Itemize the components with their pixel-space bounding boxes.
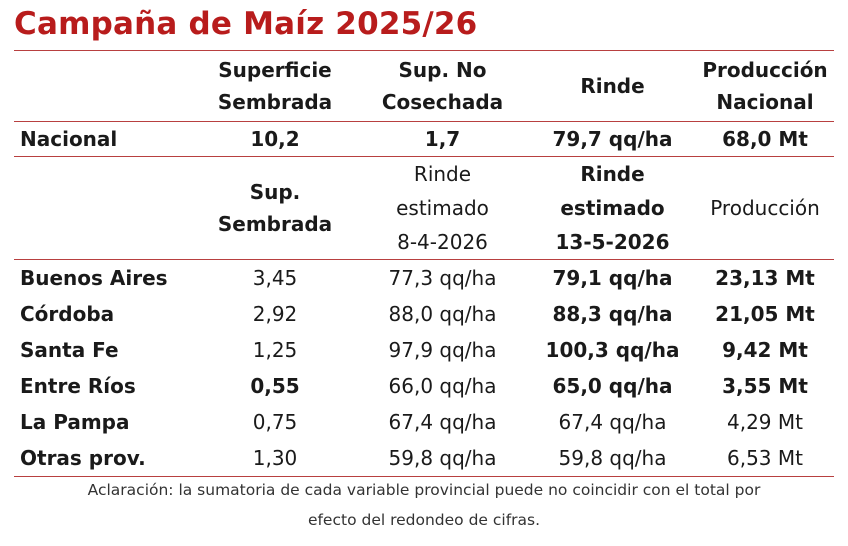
province-rinde-new: 100,3 qq/ha bbox=[545, 338, 680, 362]
province-name: La Pampa bbox=[20, 410, 130, 434]
province-rinde-prev: 59,8 qq/ha bbox=[388, 446, 497, 470]
province-sup-sembrada: 1,30 bbox=[252, 446, 298, 470]
footnote-line1: Aclaración: la sumatoria de cada variabl… bbox=[87, 481, 761, 499]
national-label: Nacional bbox=[20, 127, 118, 151]
province-rinde-prev: 67,4 qq/ha bbox=[388, 410, 497, 434]
province-sup-sembrada: 1,25 bbox=[252, 338, 298, 362]
header-sup-no-cosechada-line2: Cosechada bbox=[381, 90, 504, 114]
province-rinde-prev: 66,0 qq/ha bbox=[388, 374, 497, 398]
prov-header-rinde-prev-line2: estimado bbox=[396, 196, 489, 220]
prov-header-rinde-prev-line3: 8-4-2026 bbox=[397, 230, 488, 254]
province-name: Otras prov. bbox=[20, 446, 146, 470]
province-rinde-new: 59,8 qq/ha bbox=[558, 446, 667, 470]
province-rinde-prev: 88,0 qq/ha bbox=[388, 302, 497, 326]
national-produccion: 68,0 Mt bbox=[722, 127, 808, 151]
province-name: Buenos Aires bbox=[20, 266, 168, 290]
page-title: Campaña de Maíz 2025/26 bbox=[14, 6, 478, 42]
province-rinde-new: 79,1 qq/ha bbox=[552, 266, 673, 290]
province-produccion: 4,29 Mt bbox=[727, 410, 803, 434]
prov-header-rinde-new-line1: Rinde bbox=[580, 162, 645, 186]
province-sup-sembrada: 3,45 bbox=[252, 266, 298, 290]
province-produccion: 3,55 Mt bbox=[722, 374, 808, 398]
province-rinde-prev: 77,3 qq/ha bbox=[388, 266, 497, 290]
province-produccion: 9,42 Mt bbox=[722, 338, 808, 362]
province-name: Córdoba bbox=[20, 302, 115, 326]
prov-header-sup-line1: Sup. bbox=[249, 180, 301, 204]
title-rule bbox=[14, 50, 834, 51]
footnote-line2: efecto del redondeo de cifras. bbox=[307, 511, 541, 529]
rule-above-national bbox=[14, 121, 834, 122]
national-sup-sembrada: 10,2 bbox=[250, 127, 300, 151]
province-rinde-new: 88,3 qq/ha bbox=[552, 302, 673, 326]
province-name: Santa Fe bbox=[20, 338, 119, 362]
header-rinde: Rinde bbox=[580, 74, 645, 98]
province-sup-sembrada: 0,75 bbox=[252, 410, 298, 434]
prov-header-sup-line2: Sembrada bbox=[217, 212, 333, 236]
header-produccion-line1: Producción bbox=[702, 58, 828, 82]
prov-header-produccion: Producción bbox=[710, 196, 820, 220]
prov-header-rinde-new-line2: estimado bbox=[560, 196, 665, 220]
province-rinde-new: 65,0 qq/ha bbox=[552, 374, 673, 398]
province-produccion: 23,13 Mt bbox=[715, 266, 815, 290]
province-sup-sembrada: 2,92 bbox=[252, 302, 298, 326]
province-produccion: 21,05 Mt bbox=[715, 302, 815, 326]
province-rinde-prev: 97,9 qq/ha bbox=[388, 338, 497, 362]
prov-header-rinde-prev-line1: Rinde bbox=[413, 162, 472, 186]
header-sup-no-cosechada-line1: Sup. No bbox=[398, 58, 487, 82]
province-produccion: 6,53 Mt bbox=[727, 446, 803, 470]
province-name: Entre Ríos bbox=[20, 374, 136, 398]
rule-above-provinces bbox=[14, 259, 834, 260]
rule-above-note bbox=[14, 476, 834, 477]
header-superficie-sembrada-line2: Sembrada bbox=[217, 90, 333, 114]
national-sup-no-cosechada: 1,7 bbox=[424, 127, 461, 151]
header-produccion-line2: Nacional bbox=[716, 90, 814, 114]
national-rinde: 79,7 qq/ha bbox=[552, 127, 673, 151]
province-rinde-new: 67,4 qq/ha bbox=[558, 410, 667, 434]
prov-header-rinde-new-line3: 13-5-2026 bbox=[555, 230, 670, 254]
rule-below-national bbox=[14, 156, 834, 157]
province-sup-sembrada: 0,55 bbox=[250, 374, 300, 398]
header-superficie-sembrada-line1: Superficie bbox=[218, 58, 332, 82]
